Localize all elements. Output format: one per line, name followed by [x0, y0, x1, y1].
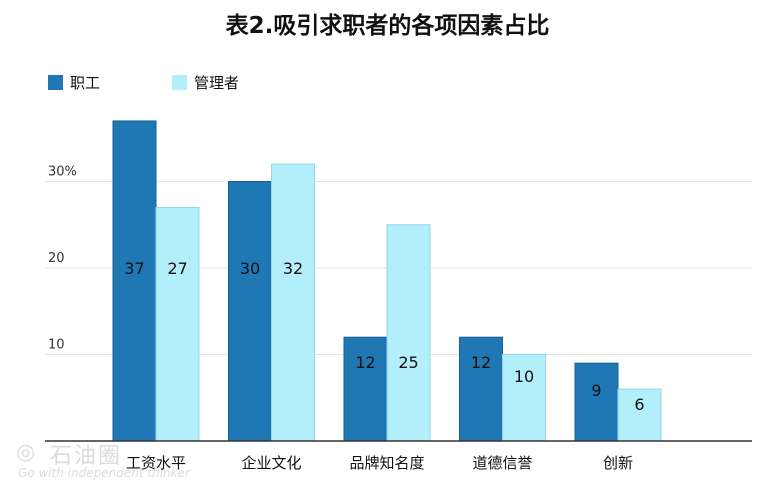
bar-managers — [386, 224, 431, 442]
bar-managers — [155, 206, 200, 442]
y-tick-label: 10 — [48, 338, 65, 353]
bar-managers — [502, 354, 546, 442]
bar-employees — [228, 181, 272, 442]
legend-label-employees: 职工 — [70, 73, 101, 92]
watermark-icon: ◎ — [16, 440, 36, 465]
data-label: 10 — [514, 367, 534, 386]
data-label: 37 — [124, 259, 144, 278]
legend-label-managers: 管理者 — [194, 73, 240, 92]
watermark-name: 石油圈 — [50, 444, 123, 469]
data-label: 12 — [471, 353, 491, 372]
data-label: 12 — [355, 353, 375, 372]
y-tick-label: 30% — [48, 165, 77, 180]
axes: 10 20 30% 工资水平 企业文化 品牌知名度 道德信誉 创新 — [45, 165, 752, 472]
y-tick-label: 20 — [48, 251, 65, 266]
data-label: 32 — [283, 259, 303, 278]
bar-managers — [271, 163, 315, 442]
legend-swatch-employees — [48, 74, 63, 90]
legend-swatch-managers — [172, 74, 187, 90]
bars — [112, 120, 662, 442]
data-label: 9 — [591, 381, 601, 400]
data-label: 30 — [240, 259, 260, 278]
bar-employees — [343, 336, 388, 442]
watermark-tagline: Go with independent thinker — [18, 466, 190, 480]
legend-item-managers: 管理者 — [172, 72, 239, 92]
legend-item-employees: 职工 — [48, 72, 100, 92]
x-tick-label: 工资水平 — [126, 454, 186, 472]
x-tick-label: 道德信誉 — [472, 454, 532, 472]
data-label: 25 — [398, 353, 418, 372]
data-label: 6 — [634, 395, 644, 414]
data-label: 27 — [167, 259, 187, 278]
bar-managers — [617, 388, 662, 442]
bar-employees — [574, 362, 619, 442]
chart-title: 表2.吸引求职者的各项因素占比 — [225, 13, 550, 39]
data-labels: 37 27 30 32 12 25 12 10 9 6 — [124, 259, 644, 414]
x-tick-label: 企业文化 — [241, 454, 301, 472]
watermark-logo: ◎ 石油圈 Go with independent thinker — [16, 438, 216, 484]
x-tick-label: 创新 — [603, 454, 633, 472]
bar-employees — [112, 120, 157, 442]
bar-employees — [459, 336, 503, 442]
x-tick-label: 品牌知名度 — [349, 454, 424, 472]
